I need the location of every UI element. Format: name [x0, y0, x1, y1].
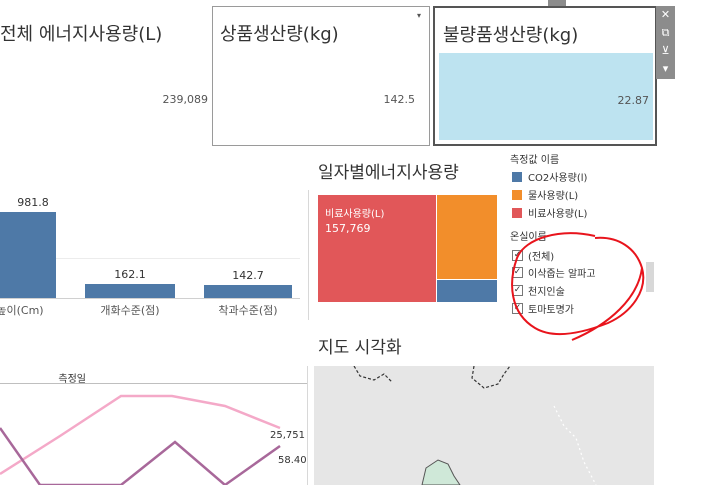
legend-label: 비료사용량(L) — [528, 209, 588, 220]
line-chart-plot — [0, 394, 281, 485]
line-chart-divider — [307, 366, 308, 485]
treemap-cell-co2[interactable] — [437, 280, 497, 302]
bar-category-label: 착과수준(점) — [218, 304, 278, 317]
close-icon[interactable]: ✕ — [660, 8, 671, 21]
product-kpi-value: 142.5 — [383, 93, 416, 106]
legend-item-fertilizer[interactable]: 비료사용량(L) — [512, 205, 587, 220]
defect-kpi-highlight — [439, 53, 653, 140]
open-sheet-icon[interactable]: ⧉ — [661, 26, 670, 39]
annotation-circle — [511, 232, 645, 341]
energy-kpi-value: 239,089 — [162, 93, 209, 106]
tab-handle[interactable] — [548, 0, 566, 6]
legend-swatch — [512, 171, 522, 182]
treemap-fertilizer-label: 비료사용량(L) — [325, 209, 385, 220]
defect-kpi-value: 22.87 — [617, 94, 650, 107]
more-options-icon[interactable]: ▾ — [662, 62, 669, 75]
bar-fruiting[interactable] — [204, 285, 292, 298]
bar-chart-gridline — [0, 258, 300, 259]
product-menu-icon[interactable]: ▾ — [417, 11, 422, 20]
daily-energy-title: 일자별에너지사용량 — [318, 163, 459, 183]
bar-category-label: 개화수준(점) — [100, 304, 160, 317]
bar-flowering[interactable] — [85, 283, 175, 298]
product-kpi-title: 상품생산량(kg) — [220, 24, 339, 45]
bar-chart: 981.8 높이(Cm) 162.1 개화수준(점) 142.7 착과수준(점) — [0, 190, 310, 320]
bar-category-label: 높이(Cm) — [0, 304, 44, 317]
treemap-fertilizer-value: 157,769 — [325, 222, 371, 235]
bar-chart-divider — [308, 190, 309, 320]
treemap-cell-water[interactable] — [437, 195, 497, 279]
filter-icon[interactable]: ⊻ — [661, 44, 670, 57]
treemap-cell-fertilizer[interactable]: 비료사용량(L) 157,769 — [318, 195, 436, 302]
legend-item-co2[interactable]: CO2사용량(l) — [512, 169, 587, 184]
bar-value-label: 162.1 — [114, 267, 146, 281]
bar-value-label: 981.8 — [17, 195, 49, 209]
product-kpi-card[interactable]: 상품생산량(kg) ▾ 142.5 — [212, 6, 430, 146]
panel-scroll-edge[interactable] — [646, 262, 654, 292]
defect-kpi-title: 불량품생산량(kg) — [443, 25, 579, 46]
line-chart-header-rule — [0, 383, 308, 384]
legend-swatch — [512, 207, 522, 218]
bar-chart-baseline — [0, 298, 300, 299]
line-end-label-purple: 58.40 — [278, 455, 307, 466]
map-title: 지도 시각화 — [318, 338, 402, 358]
daily-energy-treemap[interactable]: 비료사용량(L) 157,769 — [316, 193, 498, 302]
line-chart-header: 측정일 — [58, 374, 86, 385]
legend-title: 측정값 이름 — [510, 155, 560, 166]
sheet-toolbar: ✕ ⧉ ⊻ ▾ — [656, 6, 675, 79]
line-series-pink — [0, 394, 281, 476]
line-end-label-pink: 25,751 — [270, 430, 305, 441]
legend-label: CO2사용량(l) — [528, 173, 588, 184]
legend-swatch — [512, 189, 522, 200]
line-series-purple — [0, 427, 281, 485]
legend-item-water[interactable]: 물사용량(L) — [512, 187, 578, 202]
map-view[interactable] — [314, 366, 654, 485]
map-shapes — [353, 366, 597, 485]
bar-height[interactable] — [0, 211, 56, 298]
filter-option-label: (전체) — [528, 252, 555, 263]
filter-option-label: 천지인술 — [528, 287, 565, 298]
energy-kpi-title: 전체 에너지사용량(L) — [0, 24, 163, 45]
greenhouse-filter-title: 온실이름 — [510, 232, 547, 243]
defect-kpi-card[interactable]: 불량품생산량(kg) 22.87 — [433, 6, 657, 146]
line-chart-panel: 측정일 25,751 58.40 — [0, 366, 308, 485]
filter-option-label: 이삭줍는 알파고 — [528, 269, 596, 280]
filter-option-label: 토마토명가 — [528, 305, 574, 316]
legend-label: 물사용량(L) — [528, 191, 579, 202]
bar-value-label: 142.7 — [232, 269, 264, 283]
